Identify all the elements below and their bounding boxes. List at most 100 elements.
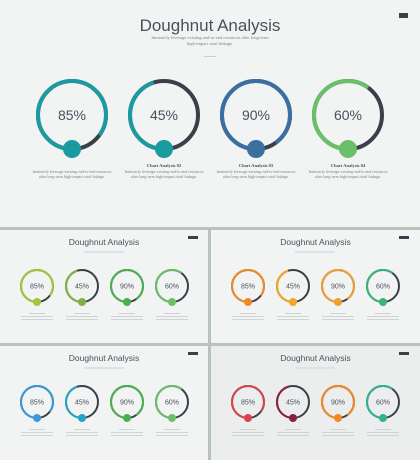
doughnut-chart: 85% <box>231 269 265 306</box>
variant-slide-1: Doughnut Analysis 85% 45% 90% 60% <box>0 230 208 343</box>
caption-text: after long-term high-impact total linkag… <box>130 174 198 180</box>
caption-placeholder-line <box>74 313 90 314</box>
percent-label: 85% <box>241 283 255 290</box>
caption-placeholder-line <box>277 435 309 436</box>
doughnut-dot <box>123 298 131 306</box>
title-divider <box>204 56 216 57</box>
doughnut-chart: 90% <box>321 385 355 422</box>
slide-title: Doughnut Analysis <box>280 353 351 363</box>
doughnut-chart: 85% <box>20 269 54 306</box>
percent-label: 45% <box>75 283 89 290</box>
percent-label: 60% <box>165 399 179 406</box>
caption-text: after long-term high-impact total linkag… <box>314 174 382 180</box>
caption-placeholder-line <box>240 429 256 430</box>
doughnut-item: 60% Chart Analysis 04 Intrinsicly leverage… <box>302 75 394 180</box>
doughnut-item: 90% <box>318 266 358 322</box>
percent-label: 60% <box>334 107 362 123</box>
percent-label: 45% <box>286 399 300 406</box>
caption-placeholder-line <box>164 429 180 430</box>
caption-placeholder-line <box>29 313 45 314</box>
percent-label: 90% <box>331 399 345 406</box>
percent-label: 85% <box>58 107 86 123</box>
doughnut-item: 85% <box>228 382 268 438</box>
doughnut-dot <box>334 414 342 422</box>
caption-title: Chart Analysis 04 <box>330 163 366 168</box>
percent-label: 90% <box>120 283 134 290</box>
caption-placeholder-line <box>285 313 301 314</box>
caption-placeholder-line <box>277 319 309 320</box>
caption-title: Chart Analysis 03 <box>238 163 274 168</box>
doughnut-dot <box>63 140 81 158</box>
caption-placeholder-line <box>277 316 309 317</box>
subtitle-placeholder <box>84 367 124 369</box>
variant-slide-4: Doughnut Analysis 85% 45% 90% 60% <box>211 346 420 460</box>
percent-label: 85% <box>30 399 44 406</box>
percent-label: 45% <box>150 107 178 123</box>
doughnut-chart: 60% <box>366 385 400 422</box>
main-slide: Doughnut Analysis Intrinsicly leverage e… <box>0 0 420 227</box>
doughnut-chart: 45% <box>65 385 99 422</box>
doughnut-chart: 45% <box>276 269 310 306</box>
caption-placeholder-line <box>232 316 264 317</box>
doughnut-item: 85% Intrinsicly leverage existing end-to-… <box>26 75 118 180</box>
slide-subtitle: Intrinsicly leverage existing end-to-end… <box>0 35 420 47</box>
doughnut-dot <box>78 298 86 306</box>
caption-placeholder-line <box>330 429 346 430</box>
subtitle-line-1: Intrinsicly leverage existing end-to-end… <box>151 35 269 40</box>
subtitle-line-2: high-impact total linkage. <box>186 40 234 46</box>
doughnut-dot <box>244 414 252 422</box>
caption-placeholder-line <box>111 316 143 317</box>
caption-text: after long-term high-impact total linkag… <box>38 174 106 180</box>
doughnut-dot <box>244 298 252 306</box>
caption-placeholder-line <box>119 429 135 430</box>
doughnut-chart: 90% <box>220 79 292 158</box>
doughnut-item: 60% <box>363 266 403 322</box>
percent-label: 45% <box>286 283 300 290</box>
caption-placeholder-line <box>330 313 346 314</box>
doughnut-item: 85% <box>17 266 57 322</box>
caption-text: Intrinsicly leverage existing end-to-end… <box>32 169 112 174</box>
doughnut-item: 90% <box>107 266 147 322</box>
caption-placeholder-line <box>367 319 399 320</box>
caption-placeholder-line <box>21 319 53 320</box>
caption-placeholder-line <box>29 429 45 430</box>
caption-placeholder-line <box>322 319 354 320</box>
doughnut-item: 45% Chart Analysis 02 Intrinsicly leverage… <box>118 75 210 180</box>
caption-placeholder-line <box>156 319 188 320</box>
caption-placeholder-line <box>21 432 53 433</box>
subtitle-placeholder <box>84 251 124 253</box>
percent-label: 45% <box>75 399 89 406</box>
caption-placeholder-line <box>240 313 256 314</box>
doughnut-dot <box>78 414 86 422</box>
caption-placeholder-line <box>21 435 53 436</box>
doughnut-chart: 60% <box>155 385 189 422</box>
caption-placeholder-line <box>21 316 53 317</box>
doughnut-dot <box>33 298 41 306</box>
doughnut-chart: 60% <box>366 269 400 306</box>
doughnut-chart: 85% <box>231 385 265 422</box>
caption-placeholder-line <box>322 316 354 317</box>
doughnut-dot <box>33 414 41 422</box>
percent-label: 60% <box>376 283 390 290</box>
doughnut-item: 45% <box>62 382 102 438</box>
percent-label: 90% <box>120 399 134 406</box>
caption-text: after long-term high-impact total linkag… <box>222 174 290 180</box>
variant-slide-3: Doughnut Analysis 85% 45% 90% 60% <box>0 346 208 460</box>
caption-placeholder-line <box>285 429 301 430</box>
percent-label: 60% <box>376 399 390 406</box>
corner-tag <box>399 236 409 239</box>
doughnut-item: 45% <box>273 266 313 322</box>
percent-label: 85% <box>241 399 255 406</box>
doughnut-item: 90% <box>318 382 358 438</box>
caption-text: Intrinsicly leverage existing end-to-end… <box>308 169 388 174</box>
doughnut-chart: 90% <box>110 385 144 422</box>
percent-label: 90% <box>242 107 270 123</box>
doughnut-dot <box>289 414 297 422</box>
doughnut-chart: 85% <box>36 79 108 158</box>
variant-slide-2: Doughnut Analysis 85% 45% 90% 60% <box>211 230 420 343</box>
doughnut-item: 85% <box>17 382 57 438</box>
caption-title: Chart Analysis 02 <box>146 163 182 168</box>
doughnut-item: 60% <box>152 266 192 322</box>
doughnut-dot <box>123 414 131 422</box>
caption-placeholder-line <box>111 319 143 320</box>
